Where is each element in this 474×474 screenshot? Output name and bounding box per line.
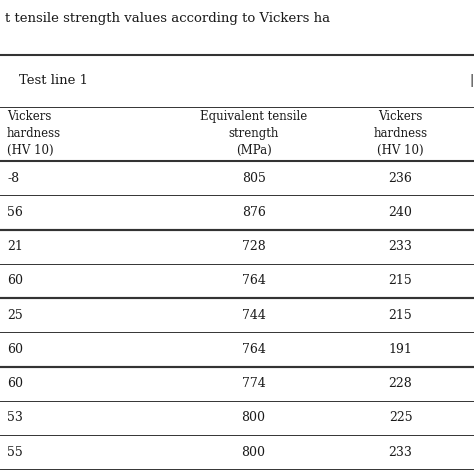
Text: 800: 800	[242, 411, 265, 424]
Text: 60: 60	[7, 343, 23, 356]
Text: 25: 25	[7, 309, 23, 322]
Text: 60: 60	[7, 274, 23, 287]
Text: 215: 215	[389, 274, 412, 287]
Text: -8: -8	[7, 172, 19, 185]
Text: 240: 240	[389, 206, 412, 219]
Text: 764: 764	[242, 274, 265, 287]
Text: 764: 764	[242, 343, 265, 356]
Text: 55: 55	[7, 446, 23, 459]
Text: |: |	[469, 74, 474, 87]
Text: 60: 60	[7, 377, 23, 390]
Text: 233: 233	[389, 446, 412, 459]
Text: Vickers
hardness
(HV 10): Vickers hardness (HV 10)	[7, 110, 61, 157]
Text: 215: 215	[389, 309, 412, 322]
Text: 805: 805	[242, 172, 265, 185]
Text: 728: 728	[242, 240, 265, 253]
Text: 225: 225	[389, 411, 412, 424]
Text: 56: 56	[7, 206, 23, 219]
Text: 233: 233	[389, 240, 412, 253]
Text: 236: 236	[389, 172, 412, 185]
Text: 876: 876	[242, 206, 265, 219]
Text: Equivalent tensile
strength
(MPa): Equivalent tensile strength (MPa)	[200, 110, 307, 157]
Text: 21: 21	[7, 240, 23, 253]
Text: Test line 1: Test line 1	[19, 74, 88, 87]
Text: 228: 228	[389, 377, 412, 390]
Text: 744: 744	[242, 309, 265, 322]
Text: 53: 53	[7, 411, 23, 424]
Text: 800: 800	[242, 446, 265, 459]
Text: t tensile strength values according to Vickers ha: t tensile strength values according to V…	[5, 12, 330, 25]
Text: 774: 774	[242, 377, 265, 390]
Text: Vickers
hardness
(HV 10): Vickers hardness (HV 10)	[374, 110, 428, 157]
Text: 191: 191	[389, 343, 412, 356]
